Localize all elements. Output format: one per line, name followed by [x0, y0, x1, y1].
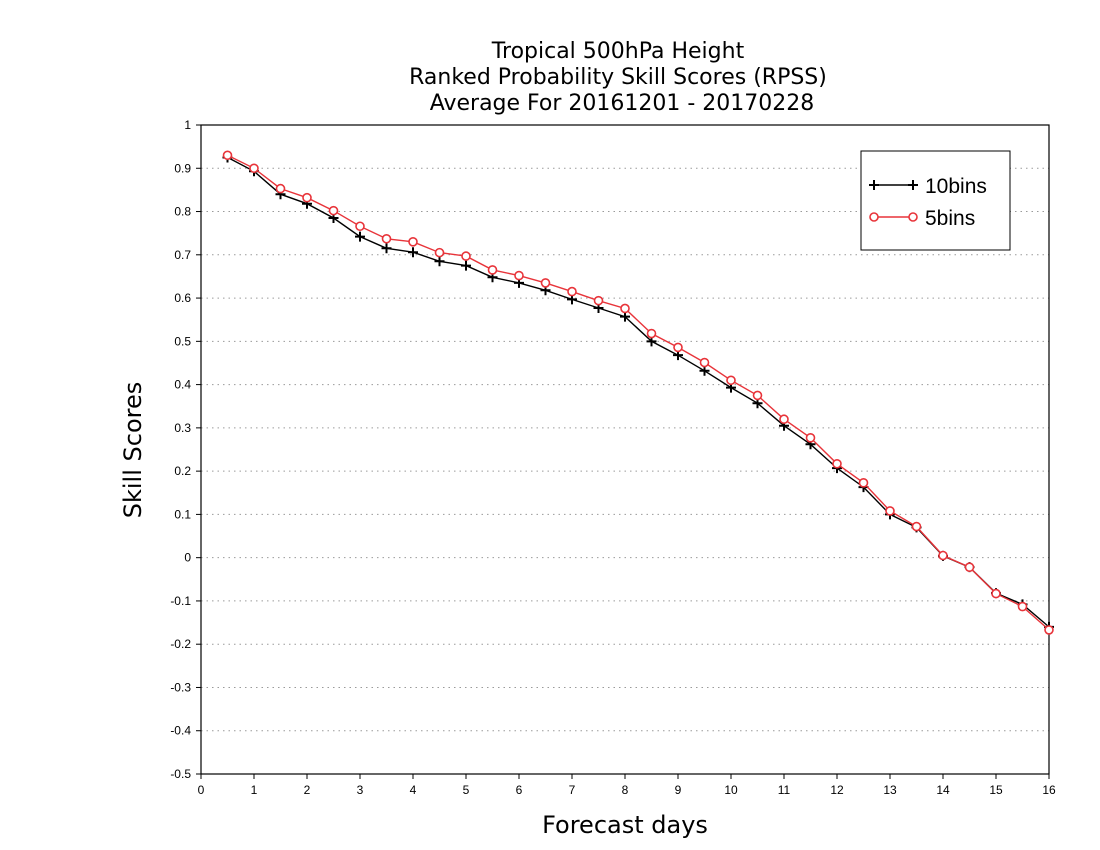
x-tick-label: 8	[622, 783, 629, 797]
y-tick-label: -0.1	[170, 594, 191, 608]
x-tick-label: 11	[778, 783, 791, 797]
data-point-5bins	[302, 192, 312, 203]
y-tick-label: 1	[184, 118, 191, 132]
y-tick-label: 0	[184, 551, 191, 565]
legend-label: 10bins	[925, 175, 987, 198]
data-point-10bins	[434, 256, 445, 267]
data-point-5bins	[461, 251, 471, 261]
data-point-5bins	[567, 286, 577, 297]
data-point-10bins	[355, 231, 365, 242]
y-tick-label: -0.5	[170, 767, 191, 781]
data-point-5bins	[699, 357, 710, 368]
legend-marker	[869, 180, 879, 190]
data-point-5bins	[434, 247, 445, 258]
title-line-3: Average For 20161201 - 20170228	[430, 91, 815, 116]
data-point-5bins	[646, 328, 657, 339]
x-tick-label: 14	[936, 783, 950, 797]
data-point-5bins	[885, 506, 895, 516]
data-point-10bins	[381, 243, 392, 254]
data-point-5bins	[1017, 601, 1028, 612]
x-tick-label: 5	[463, 783, 470, 797]
data-point-5bins	[752, 390, 763, 401]
x-tick-label: 7	[569, 783, 576, 797]
legend: 10bins 5bins	[860, 150, 1011, 251]
data-point-5bins	[275, 183, 286, 194]
data-point-5bins	[911, 521, 922, 532]
data-point-5bins	[938, 550, 948, 561]
data-point-5bins	[779, 414, 789, 425]
legend-entries: 10bins 5bins	[869, 175, 987, 230]
x-tick-label: 2	[304, 783, 311, 797]
legend-marker	[869, 212, 879, 222]
x-tick-label: 15	[989, 783, 1003, 797]
data-point-5bins	[620, 303, 630, 314]
data-point-5bins	[381, 233, 392, 244]
y-tick-label: 0.3	[174, 421, 191, 435]
axis-ticks: -0.5 -0.4 -0.3 -0.2 -0.1 0 0.1 0.2 0.3 0.4 0.5 0.6 0…	[170, 118, 1056, 797]
chart-title: Tropical 500hPa Height Ranked Probabilit…	[409, 39, 827, 116]
y-axis-label: Skill Scores	[119, 382, 147, 519]
y-tick-label: -0.4	[170, 724, 191, 738]
y-tick-label: 0.8	[174, 205, 191, 219]
data-point-5bins	[593, 295, 604, 306]
x-tick-label: 16	[1042, 783, 1056, 797]
data-point-10bins	[699, 365, 710, 376]
legend-box	[860, 150, 1011, 251]
title-line-1: Tropical 500hPa Height	[491, 39, 745, 64]
y-tick-label: 0.7	[174, 248, 191, 262]
data-point-5bins	[726, 375, 736, 386]
y-tick-label: 0.2	[174, 464, 191, 478]
y-tick-label: 0.1	[174, 507, 191, 521]
data-point-5bins	[487, 265, 498, 275]
series-layer	[222, 150, 1054, 635]
x-tick-label: 1	[251, 783, 258, 797]
data-point-10bins	[620, 311, 630, 322]
y-tick-label: -0.2	[170, 637, 191, 651]
x-tick-label: 0	[198, 783, 205, 797]
y-tick-label: 0.4	[174, 378, 191, 392]
data-point-5bins	[222, 150, 233, 161]
x-axis-label: Forecast days	[542, 811, 708, 839]
data-point-5bins	[328, 205, 339, 216]
y-tick-label: 0.9	[174, 161, 191, 175]
series-line-5bins	[227, 154, 1050, 631]
data-point-5bins	[858, 478, 869, 488]
x-tick-label: 10	[724, 783, 738, 797]
legend-marker	[908, 180, 918, 190]
data-point-5bins	[1044, 625, 1054, 635]
legend-entry-5bins: 5bins	[869, 207, 975, 230]
data-point-5bins	[408, 237, 418, 247]
y-tick-label: 0.6	[174, 291, 191, 305]
data-point-5bins	[991, 588, 1001, 599]
series-5bins	[222, 150, 1054, 635]
legend-label: 5bins	[925, 207, 975, 230]
y-tick-label: 0.5	[174, 334, 191, 348]
data-point-10bins	[408, 247, 418, 258]
x-tick-label: 6	[516, 783, 523, 797]
data-point-5bins	[249, 163, 259, 174]
data-point-5bins	[514, 270, 524, 281]
data-point-10bins	[461, 260, 471, 271]
data-point-5bins	[832, 458, 842, 469]
data-point-5bins	[540, 278, 551, 288]
x-tick-label: 3	[357, 783, 364, 797]
x-tick-label: 4	[410, 783, 417, 797]
legend-marker	[908, 212, 918, 222]
legend-entry-10bins: 10bins	[869, 175, 987, 198]
x-tick-label: 13	[883, 783, 897, 797]
x-tick-label: 12	[830, 783, 844, 797]
gridlines	[201, 167, 1049, 732]
x-tick-label: 9	[675, 783, 682, 797]
data-point-5bins	[355, 221, 365, 232]
data-point-5bins	[964, 562, 975, 572]
y-tick-label: -0.3	[170, 680, 191, 694]
title-line-2: Ranked Probability Skill Scores (RPSS)	[409, 65, 827, 90]
data-point-5bins	[673, 342, 683, 353]
data-point-5bins	[805, 433, 816, 443]
